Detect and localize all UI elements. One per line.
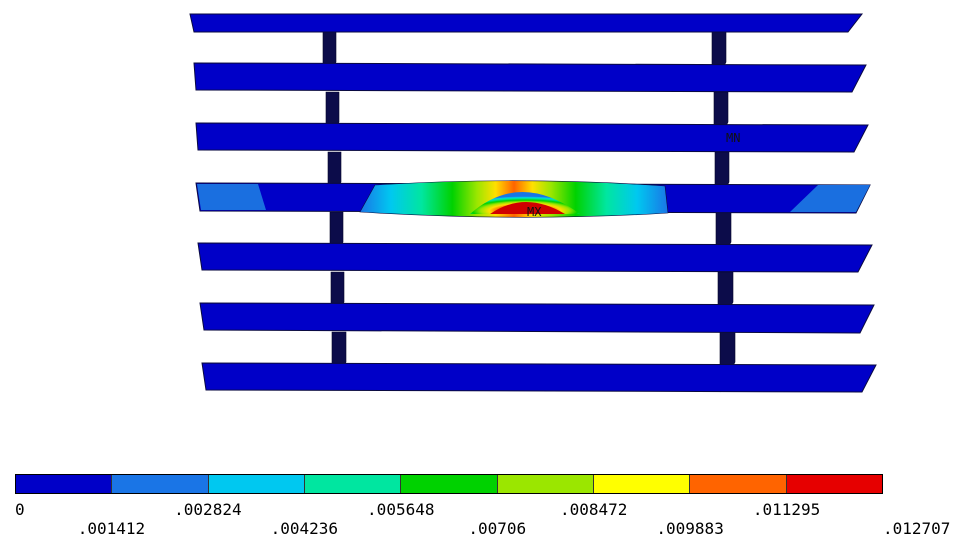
legend-tick-label: .008472 [559,500,628,519]
legend-tick-label: .005648 [367,500,435,519]
legend-swatch-8 [690,475,787,493]
legend-tick-label: 0 [15,500,25,519]
legend-tick-label: .011295 [752,500,821,519]
contour-legend-bar [15,474,883,494]
plate-5 [197,242,873,273]
legend-tick-label: .012707 [883,519,951,538]
max-marker: MX [527,205,542,219]
legend-tick-label: .002824 [174,500,242,519]
legend-swatch-3 [208,475,305,493]
plate-4-loaded: MX [195,180,871,219]
legend-swatch-2 [112,475,209,493]
legend-swatch-7 [593,475,691,493]
legend-swatch-1 [16,475,113,493]
min-marker: MN [726,131,740,145]
legend-tick-label: .001412 [77,519,146,538]
legend-tick-label: .004236 [270,519,339,538]
legend-swatch-5 [401,475,498,493]
legend-swatch-9 [786,475,882,493]
plate-6 [199,302,875,334]
legend-tick-label: .00706 [468,519,527,538]
legend-tick-label: .009883 [656,519,724,538]
plate-2 [193,62,867,93]
plate-7 [201,362,877,393]
legend-swatch-4 [304,475,402,493]
deformed-structure-model: MX MN [189,13,877,393]
plate-1 [189,13,864,33]
legend-swatch-6 [497,475,594,493]
plate-3 [195,122,869,153]
